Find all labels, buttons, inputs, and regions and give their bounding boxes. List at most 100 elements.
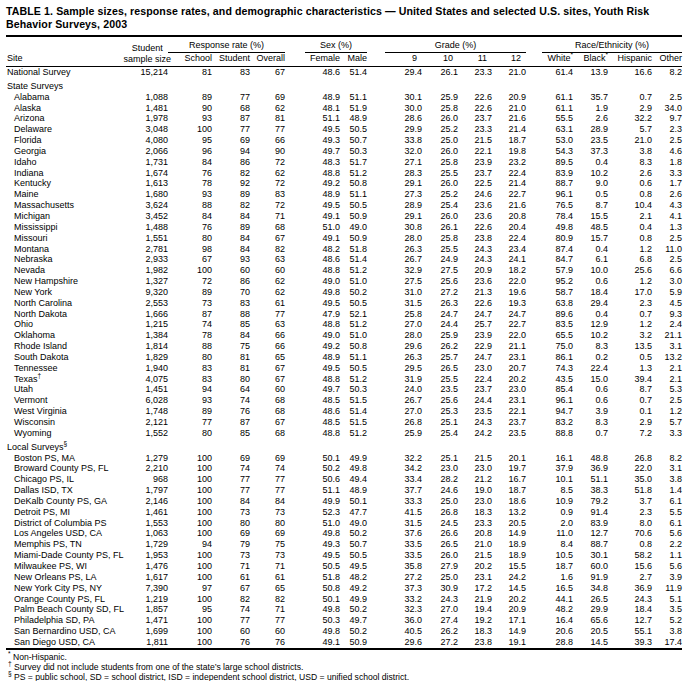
value-cell: 20.5: [573, 626, 608, 637]
column-gap: [526, 244, 542, 255]
column-gap: [367, 254, 385, 265]
value-cell: 2.5: [652, 92, 682, 103]
value-cell: 84: [212, 211, 250, 222]
column-gap: [285, 352, 305, 363]
column-gap: [526, 594, 542, 605]
column-gap: [367, 92, 385, 103]
value-cell: 79: [212, 539, 250, 550]
value-cell: 64: [212, 384, 250, 395]
value-cell: 18.7: [542, 561, 573, 572]
column-gap: [367, 604, 385, 615]
value-cell: 26.0: [422, 113, 458, 124]
column-gap: [285, 168, 305, 179]
value-cell: 49.7: [340, 615, 367, 626]
value-cell: 23.9: [458, 330, 492, 341]
value-cell: 1,829: [134, 352, 168, 363]
column-gap: [526, 528, 542, 539]
value-cell: 23.7: [458, 113, 492, 124]
value-cell: 80.9: [542, 233, 573, 244]
page: TABLE 1. Sample sizes, response rates, a…: [0, 0, 687, 681]
value-cell: 25.5: [422, 244, 458, 255]
column-gap: [367, 168, 385, 179]
value-cell: 74: [212, 395, 250, 406]
value-cell: 100: [168, 485, 212, 496]
column-gap: [285, 200, 305, 211]
column-gap: [367, 395, 385, 406]
column-gap: [367, 103, 385, 114]
value-cell: 26.5: [573, 594, 608, 605]
value-cell: 17.1: [492, 615, 526, 626]
value-cell: 23.7: [458, 384, 492, 395]
value-cell: 72: [168, 276, 212, 287]
value-cell: 11.9: [652, 583, 682, 594]
value-cell: 7.2: [608, 428, 652, 439]
value-cell: 30.1: [573, 550, 608, 561]
table-row: Montana2,78198848248.251.826.325.524.323…: [6, 244, 682, 255]
value-cell: 100: [168, 496, 212, 507]
value-cell: 74: [168, 319, 212, 330]
value-cell: 20.7: [492, 363, 526, 374]
value-cell: 27.3: [385, 189, 422, 200]
value-cell: 2.1: [652, 374, 682, 385]
value-cell: 25.6: [608, 265, 652, 276]
value-cell: 10.5: [542, 550, 573, 561]
value-cell: 12.7: [573, 528, 608, 539]
value-cell: 49.1: [305, 637, 340, 649]
value-cell: 1,953: [134, 550, 168, 561]
value-cell: 83.5: [542, 319, 573, 330]
value-cell: 48.8: [305, 168, 340, 179]
value-cell: 25.7: [458, 319, 492, 330]
value-cell: 24.2: [458, 428, 492, 439]
value-cell: 3,452: [134, 211, 168, 222]
site-cell: Dallas ISD, TX: [6, 485, 134, 496]
value-cell: 84: [168, 157, 212, 168]
value-cell: 88: [212, 309, 250, 320]
value-cell: 12.7: [608, 615, 652, 626]
value-cell: 3.1: [652, 463, 682, 474]
site-cell: Missouri: [6, 233, 134, 244]
value-cell: 3.8: [652, 626, 682, 637]
value-cell: 90: [168, 103, 212, 114]
table-row: Chicago PS, IL968100777750.649.433.428.2…: [6, 474, 682, 485]
value-cell: 37.3: [573, 146, 608, 157]
value-cell: 0.8: [608, 233, 652, 244]
value-cell: 73: [212, 507, 250, 518]
value-cell: 3.0: [652, 276, 682, 287]
value-cell: 26.3: [385, 352, 422, 363]
value-cell: 26.8: [608, 453, 652, 464]
value-cell: 1.7: [652, 178, 682, 189]
value-cell: 1.4: [652, 485, 682, 496]
value-cell: 2.5: [652, 135, 682, 146]
value-cell: 20.8: [458, 528, 492, 539]
value-cell: 51.4: [340, 254, 367, 265]
column-gap: [285, 453, 305, 464]
value-cell: 2.5: [652, 233, 682, 244]
value-cell: 100: [168, 615, 212, 626]
value-cell: 15.5: [573, 211, 608, 222]
value-cell: 22.1: [492, 406, 526, 417]
value-cell: 50.5: [340, 200, 367, 211]
value-cell: 1,327: [134, 276, 168, 287]
table-row: Tennessee1,94083816749.550.529.526.523.0…: [6, 363, 682, 374]
table-row: San Diego USD, CA1,811100767649.150.929.…: [6, 637, 682, 649]
value-cell: 49.5: [305, 298, 340, 309]
value-cell: 23.0: [458, 496, 492, 507]
value-cell: 90: [250, 146, 285, 157]
value-cell: 26.8: [422, 507, 458, 518]
value-cell: 77: [250, 124, 285, 135]
value-cell: 2,146: [134, 496, 168, 507]
value-cell: 65: [250, 352, 285, 363]
value-cell: 20.2: [492, 594, 526, 605]
value-cell: 11.0: [542, 528, 573, 539]
value-cell: 63: [250, 254, 285, 265]
value-cell: 49.8: [305, 287, 340, 298]
value-cell: 18.2: [492, 265, 526, 276]
column-gap: [367, 341, 385, 352]
value-cell: 29.1: [385, 211, 422, 222]
value-cell: 15,214: [134, 67, 168, 78]
value-cell: 25.2: [422, 124, 458, 135]
value-cell: 51.1: [340, 352, 367, 363]
value-cell: 77: [212, 615, 250, 626]
value-cell: 50.1: [305, 594, 340, 605]
value-cell: 48.9: [305, 352, 340, 363]
